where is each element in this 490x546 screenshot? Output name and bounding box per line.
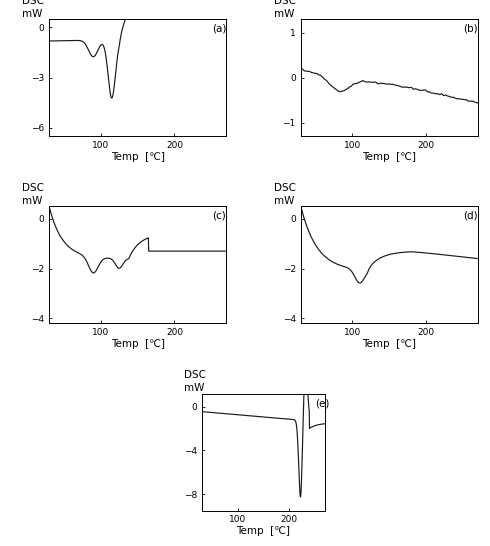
Text: (c): (c) [212, 211, 226, 221]
Text: mW: mW [23, 196, 43, 206]
Text: (a): (a) [212, 24, 226, 34]
X-axis label: Temp  [℃]: Temp [℃] [111, 339, 165, 349]
Text: (d): (d) [464, 211, 478, 221]
X-axis label: Temp  [℃]: Temp [℃] [362, 152, 416, 162]
X-axis label: Temp  [℃]: Temp [℃] [236, 526, 291, 537]
Text: DSC: DSC [274, 183, 296, 193]
X-axis label: Temp  [℃]: Temp [℃] [111, 152, 165, 162]
X-axis label: Temp  [℃]: Temp [℃] [362, 339, 416, 349]
Text: mW: mW [274, 9, 294, 19]
Text: (b): (b) [464, 24, 478, 34]
Text: (e): (e) [315, 398, 329, 408]
Text: mW: mW [23, 9, 43, 19]
Text: DSC: DSC [274, 0, 296, 5]
Text: DSC: DSC [184, 370, 206, 380]
Text: mW: mW [274, 196, 294, 206]
Text: DSC: DSC [23, 183, 45, 193]
Text: DSC: DSC [23, 0, 45, 5]
Text: mW: mW [184, 383, 204, 393]
